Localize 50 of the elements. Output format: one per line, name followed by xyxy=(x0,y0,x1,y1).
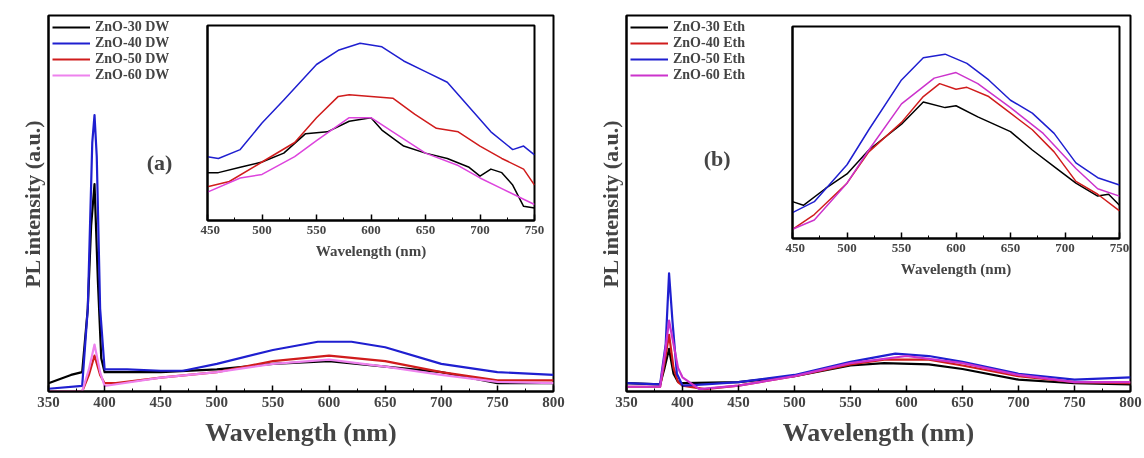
x-tick-label: 700 xyxy=(470,221,490,237)
x-tick-label: 350 xyxy=(37,393,60,410)
legend-label: ZnO-40 Eth xyxy=(673,35,745,51)
x-tick-label: 550 xyxy=(306,221,327,237)
x-tick-label: 450 xyxy=(785,239,805,255)
x-tick-label: 400 xyxy=(93,393,116,410)
x-tick-label: 500 xyxy=(205,393,229,410)
x-tick-label: 400 xyxy=(671,393,694,410)
x-tick-label: 750 xyxy=(1063,393,1086,410)
x-tick-label: 650 xyxy=(1000,239,1021,255)
legend-label: ZnO-30 Eth xyxy=(673,19,745,35)
x-tick-label: 600 xyxy=(361,221,381,237)
x-tick-label: 500 xyxy=(252,221,272,237)
x-tick-label: 650 xyxy=(373,393,397,410)
x-tick-label: 800 xyxy=(1119,393,1142,410)
x-tick-label: 450 xyxy=(727,393,750,410)
x-axis-title: Wavelength (nm) xyxy=(315,242,427,260)
annotation: (a) xyxy=(146,149,173,175)
x-tick-label: 700 xyxy=(1007,393,1030,410)
x-tick-label: 600 xyxy=(946,239,966,255)
x-tick-label: 700 xyxy=(430,393,453,410)
y-axis-title: PL intensity (a.u.) xyxy=(597,120,623,288)
y-axis-title: PL intensity (a.u.) xyxy=(19,120,45,288)
legend-label: ZnO-50 DW xyxy=(95,51,170,67)
x-tick-label: 650 xyxy=(951,393,974,410)
x-axis-title: Wavelength (nm) xyxy=(782,417,975,447)
legend-label: ZnO-40 DW xyxy=(95,35,170,51)
x-tick-label: 650 xyxy=(415,221,436,237)
x-tick-label: 750 xyxy=(524,221,545,237)
x-tick-label: 450 xyxy=(200,221,220,237)
x-tick-label: 550 xyxy=(839,393,862,410)
x-tick-label: 600 xyxy=(895,393,918,410)
x-tick-label: 450 xyxy=(149,393,172,410)
x-tick-label: 500 xyxy=(837,239,857,255)
x-tick-label: 350 xyxy=(615,393,638,410)
legend-label: ZnO-60 DW xyxy=(95,67,170,83)
x-tick-label: 800 xyxy=(542,393,565,410)
x-tick-label: 700 xyxy=(1055,239,1075,255)
x-tick-label: 750 xyxy=(1109,239,1130,255)
x-tick-label: 500 xyxy=(783,393,806,410)
x-axis-title: Wavelength (nm) xyxy=(900,260,1012,278)
x-tick-label: 750 xyxy=(486,393,509,410)
text: (b) xyxy=(703,145,731,171)
x-tick-label: 550 xyxy=(891,239,912,255)
legend-label: ZnO-30 DW xyxy=(95,19,170,35)
legend-label: ZnO-50 Eth xyxy=(673,51,745,67)
legend-label: ZnO-60 Eth xyxy=(673,67,745,83)
x-tick-label: 600 xyxy=(317,393,341,410)
x-tick-label: 550 xyxy=(261,393,285,410)
x-axis-title: Wavelength (nm) xyxy=(205,417,397,447)
